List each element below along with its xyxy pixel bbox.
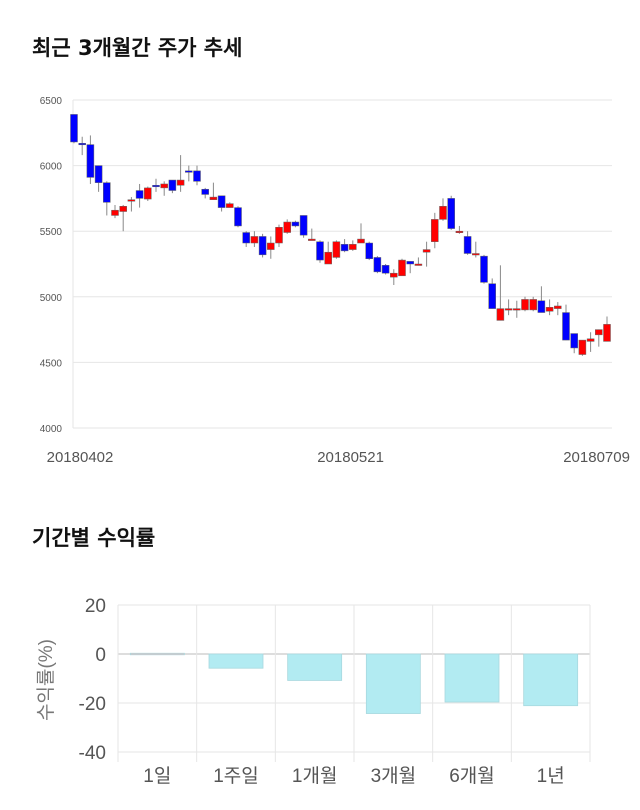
candle-body [94, 165, 103, 183]
candle-body [193, 170, 201, 182]
candle-body [70, 114, 78, 143]
candle-body [258, 236, 267, 256]
candle-body [357, 238, 365, 244]
candle-body [78, 143, 86, 146]
x-tick-label: 20180521 [317, 449, 384, 466]
y-tick-label: 5000 [40, 293, 63, 304]
y-tick-label: -40 [79, 743, 106, 764]
candle-body [390, 272, 398, 278]
x-tick-label: 20180402 [47, 449, 114, 466]
candle-body [86, 144, 95, 178]
candle-body [586, 338, 595, 342]
candle-body [119, 206, 127, 212]
candle-body [365, 242, 373, 260]
candle-body [135, 190, 144, 199]
candle-body [447, 198, 455, 229]
candle-body [308, 238, 316, 241]
return-bar [523, 653, 579, 707]
candle-body [226, 203, 234, 208]
x-tick-label: 1주일 [213, 765, 259, 787]
candle-body [521, 299, 529, 311]
candle-body [185, 170, 193, 173]
x-tick-label: 20180709 [563, 449, 630, 466]
candle-body [267, 242, 275, 250]
candle-body [332, 241, 341, 258]
candle-body [578, 339, 587, 355]
candle-body [472, 253, 480, 256]
return-bar [208, 653, 264, 669]
y-tick-label: 4000 [40, 424, 63, 435]
candle-body [537, 300, 546, 313]
candle-body [160, 183, 168, 189]
candle-body [291, 221, 300, 227]
x-tick-label: 3개월 [371, 765, 417, 787]
candle-body [234, 207, 242, 227]
candle-body [398, 259, 406, 277]
return-bar [129, 652, 185, 656]
candle-body [529, 299, 537, 311]
candle-body [513, 308, 521, 311]
candle-body [422, 249, 431, 253]
candle-body [176, 179, 185, 186]
returns-title: 기간별 수익률 [32, 526, 156, 550]
candle-body [144, 187, 152, 200]
x-tick-label: 1개월 [292, 765, 338, 787]
price-trend-title: 최근 3개월간 주가 추세 [32, 36, 243, 60]
x-tick-label: 1년 [537, 765, 565, 787]
candle-body [570, 333, 578, 349]
candle-body [152, 185, 160, 188]
return-bar [365, 653, 421, 714]
candle-body [373, 257, 382, 273]
candle-body [406, 261, 414, 265]
candle-body [480, 255, 488, 283]
return-bar [444, 653, 500, 703]
candle-body [488, 283, 496, 309]
y-tick-label: 6500 [40, 96, 63, 107]
candle-body [439, 206, 447, 220]
candle-body [414, 263, 423, 266]
candle-body [217, 195, 226, 208]
candle-body [595, 329, 603, 336]
candlestick-chart: 4000 4500 5000 5500 6000 6500 20180402 20180521… [40, 96, 630, 466]
candle-body [340, 244, 349, 252]
candle-body [209, 196, 218, 200]
y-axis-label: 수익률(%) [35, 639, 57, 721]
candle-body [168, 179, 177, 191]
candle-body [431, 219, 439, 242]
candle-body [562, 312, 570, 341]
candle-body [299, 215, 308, 236]
x-tick-label: 6개월 [449, 765, 495, 787]
candle-body [324, 251, 332, 265]
candle-body [463, 236, 472, 254]
candle-body [545, 307, 554, 312]
candle-body [316, 241, 324, 261]
y-tick-label: 6000 [40, 162, 63, 173]
x-tick-label: 1일 [143, 765, 171, 787]
candle-body [349, 244, 357, 250]
y-tick-label: 0 [95, 645, 106, 666]
candle-body [455, 230, 464, 233]
candle-body [127, 199, 136, 202]
candle-body [250, 236, 259, 244]
candle-body [496, 308, 505, 321]
y-tick-label: -20 [79, 694, 106, 715]
candle-body [242, 232, 250, 244]
y-tick-label: 20 [85, 596, 106, 617]
candle-body [283, 221, 291, 233]
candle-body [201, 188, 209, 195]
candle-body [275, 227, 283, 244]
candle-body [554, 305, 562, 309]
y-tick-label: 4500 [40, 358, 63, 369]
candle-body [504, 308, 513, 311]
y-tick-label: 5500 [40, 227, 63, 238]
candle-body [103, 182, 111, 203]
return-bar [287, 653, 343, 681]
candle-body [603, 324, 611, 342]
candle-body [111, 209, 119, 216]
candle-body [381, 265, 390, 274]
